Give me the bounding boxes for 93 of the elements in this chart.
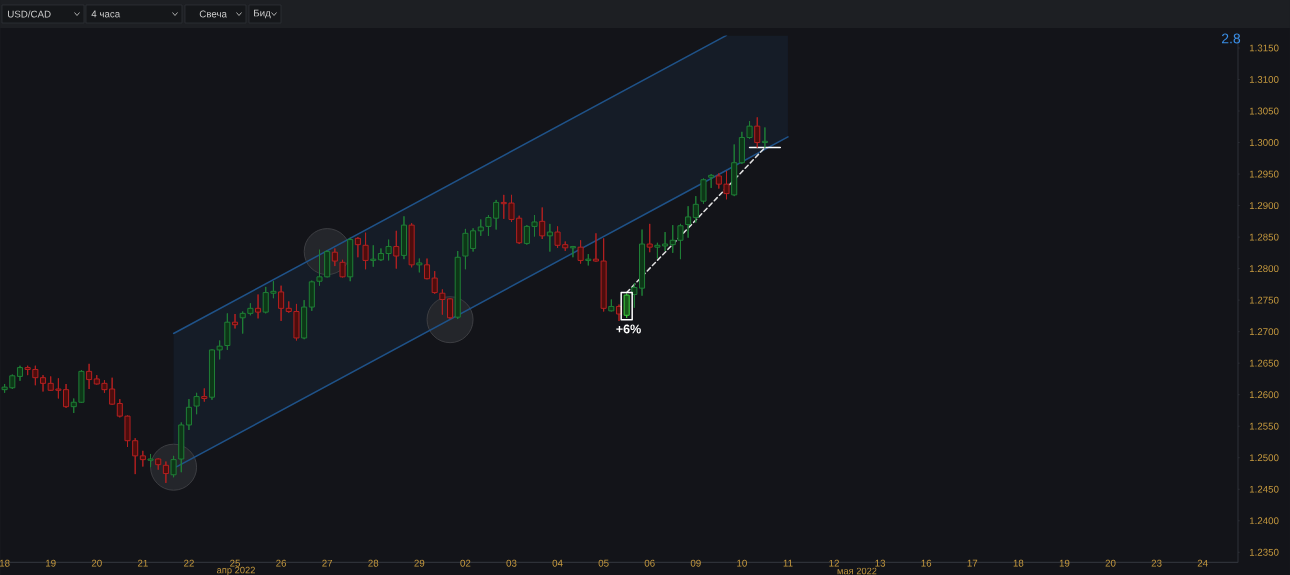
candlestick: [231, 313, 239, 329]
candlestick: [585, 253, 592, 266]
candlestick: [86, 363, 93, 390]
x-tick-label: 17: [967, 559, 978, 567]
text: Свеча: [199, 10, 227, 18]
candlestick: [700, 177, 707, 205]
y-tick-label: 1.2550: [1249, 422, 1279, 430]
candlestick: [692, 195, 699, 224]
x-tick-label: 29: [414, 559, 425, 567]
x-tick-label: 22: [184, 559, 194, 567]
candlestick: [646, 223, 653, 253]
candlestick: [731, 143, 738, 197]
y-tick-label: 1.2800: [1249, 265, 1279, 273]
y-tick-label: 1.2650: [1249, 359, 1279, 367]
annotation: +6%: [616, 324, 641, 334]
candlestick: [577, 239, 584, 265]
y-tick-label: 1.2950: [1249, 170, 1279, 178]
y-tick-label: 1.2350: [1249, 548, 1279, 556]
text: Бид: [254, 9, 271, 19]
candlestick: [224, 312, 231, 351]
x-tick-label: 18: [0, 559, 10, 567]
y-tick-label: 1.2450: [1249, 485, 1279, 493]
candlestick: [278, 285, 285, 322]
candlestick: [339, 259, 346, 278]
x-tick-label: 25: [230, 559, 241, 567]
x-tick-label: 05: [598, 559, 609, 567]
candlestick: [193, 392, 200, 415]
y-tick-label: 1.2900: [1249, 202, 1279, 210]
y-tick-label: 1.3000: [1249, 139, 1279, 146]
candlestick: [155, 457, 162, 471]
candlestick: [370, 244, 377, 268]
text: апр 2022: [217, 566, 255, 575]
x-tick-label: 02: [460, 559, 471, 567]
x-tick-label: 16: [921, 559, 932, 567]
candlestick: [255, 293, 262, 319]
x-tick-label: 21: [137, 559, 148, 567]
candlestick: [423, 258, 431, 280]
x-tick-label: 12: [829, 559, 839, 567]
y-tick-label: 1.2400: [1249, 517, 1279, 525]
candlestick: [569, 245, 576, 258]
candlestick: [454, 250, 461, 320]
x-tick-label: 10: [737, 559, 747, 567]
candlestick: [685, 205, 692, 239]
candlestick: [331, 247, 338, 267]
candlestick: [431, 270, 438, 295]
x-tick-label: 13: [875, 559, 886, 567]
candlestick: [185, 398, 192, 431]
x-tick-label: 03: [506, 559, 517, 567]
x-tick-label: 26: [276, 559, 287, 567]
candlestick: [761, 126, 768, 149]
candlestick: [400, 215, 408, 260]
y-tick-label: 1.2500: [1249, 454, 1279, 462]
candlestick: [393, 230, 400, 270]
candlestick: [546, 223, 553, 253]
y-tick-label: 1.2850: [1249, 233, 1279, 241]
candlestick: [301, 299, 308, 340]
x-tick-label: 28: [368, 559, 379, 567]
candlestick: [539, 206, 546, 240]
y-tick-label: 1.2700: [1249, 328, 1279, 336]
text: мая 2022: [837, 567, 877, 575]
x-tick-label: 19: [1059, 559, 1070, 567]
candlestick: [162, 461, 169, 484]
candlestick: [139, 450, 146, 468]
x-tick-label: 23: [1151, 559, 1162, 567]
candlestick: [754, 116, 761, 149]
candlestick: [201, 387, 208, 403]
candlestick: [354, 236, 361, 258]
candlestick: [416, 258, 423, 273]
chart-title: USD/CAD: [8, 10, 51, 18]
x-tick-label: 27: [322, 559, 333, 567]
y-tick-label: 1.3150: [1249, 44, 1279, 52]
x-tick-label: 20: [91, 559, 102, 567]
x-tick-label: 11: [783, 559, 793, 567]
y-tick-label: 1.3050: [1249, 107, 1279, 115]
x-tick-label: 04: [552, 559, 563, 567]
x-tick-label: 20: [1105, 559, 1116, 567]
candlestick: [362, 232, 369, 270]
x-tick-label: 19: [46, 559, 56, 567]
text: 4 часа: [91, 10, 121, 18]
x-tick-label: 18: [1013, 559, 1024, 567]
x-tick-label: 24: [1197, 559, 1208, 567]
y-tick-label: 1.2750: [1249, 296, 1279, 304]
candlestick: [608, 299, 615, 312]
candlestick: [147, 453, 154, 468]
candlestick: [347, 237, 354, 282]
x-tick-label: 06: [644, 559, 655, 567]
candlestick: [16, 365, 24, 382]
y-tick-label: 1.2600: [1249, 391, 1279, 399]
candlestick: [408, 222, 415, 268]
annotation: 2.8: [1221, 33, 1241, 44]
candlestick: [708, 173, 715, 189]
y-tick-label: 1.3100: [1249, 76, 1279, 83]
x-tick-label: 09: [690, 559, 701, 567]
